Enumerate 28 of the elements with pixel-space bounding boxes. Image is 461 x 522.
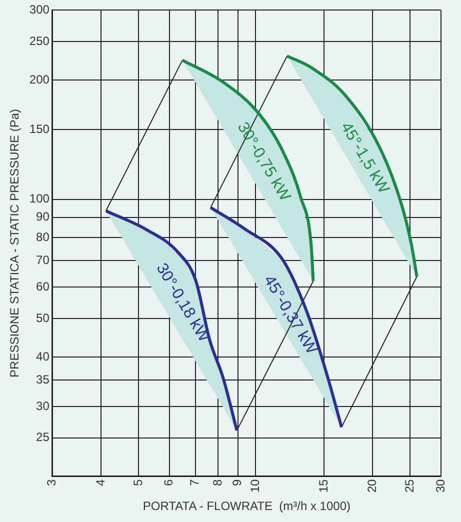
y-tick-label: 70 [36,252,50,267]
x-tick-label: 4 [93,478,108,486]
y-tick-label: 30 [36,398,50,413]
y-tick-label: 40 [36,349,50,364]
y-tick-label: 35 [36,372,50,386]
x-tick-label: 10 [248,478,262,493]
x-tick-label: 7 [188,478,202,486]
y-tick-label: 200 [29,72,50,86]
x-tick-label: 30 [433,478,448,493]
x-tick-label: 5 [130,478,145,486]
y-tick-label: 300 [29,2,50,17]
y-tick-label: 80 [36,230,50,244]
x-tick-label: 25 [402,478,417,493]
x-tick-label: 9 [230,478,244,486]
x-tick-label: 20 [364,478,379,493]
x-tick-label: 15 [316,478,330,493]
y-tick-label: 150 [29,122,50,136]
y-tick-label: 250 [29,34,50,48]
x-axis-title: PORTATA - FLOWRATE (m³/h x 1000) [142,499,351,514]
y-axis-title: PRESSIONE STATICA - STATIC PRESSURE (Pa) [8,108,22,378]
y-tick-label: 90 [36,210,50,224]
y-tick-label: 100 [29,192,50,206]
x-tick-label: 3 [44,478,59,486]
x-tick-label: 6 [162,478,176,486]
y-tick-label: 25 [36,430,50,444]
y-tick-label: 60 [36,279,50,294]
x-tick-label: 8 [210,478,224,486]
y-tick-label: 50 [36,310,50,325]
